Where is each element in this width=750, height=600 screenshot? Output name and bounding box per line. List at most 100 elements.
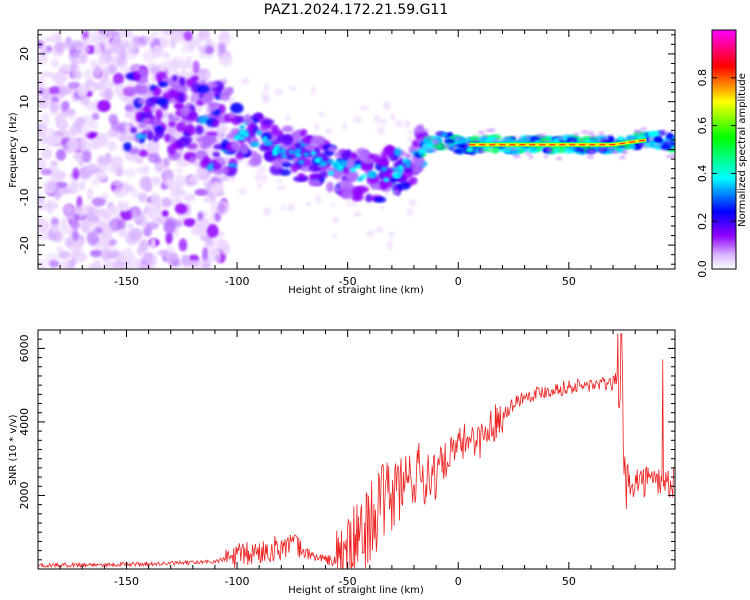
spectrogram-cell [118, 228, 129, 238]
spectrogram-y-ticks: -20 -10 0 10 20 [18, 34, 675, 265]
snr-y-ticks: 2000 4000 6000 [18, 329, 675, 570]
spectrogram-cell [276, 178, 283, 184]
spectrogram-cell [142, 49, 157, 63]
snr-x-tick-label: -150 [114, 575, 139, 588]
spectrogram-cell [183, 124, 196, 136]
spectrogram-cell [89, 59, 97, 69]
spectrogram-cell [298, 159, 305, 165]
spectrogram-cell [205, 81, 218, 89]
spectrogram-cell [382, 145, 397, 156]
spectrogram-cell [191, 75, 200, 82]
spectrogram-cell [91, 112, 100, 121]
spectrogram-cell [182, 193, 196, 202]
spectrogram-cell [239, 135, 246, 141]
spectrogram-cell [413, 156, 425, 167]
spectrogram-cell [144, 176, 153, 191]
spectrogram-cell [106, 165, 119, 173]
spectrogram-cell [62, 41, 75, 50]
spectrogram-cell [453, 144, 459, 149]
spectrogram-cell [253, 142, 260, 148]
spectrogram-cell [633, 129, 641, 134]
spectrogram-cell [188, 156, 196, 164]
spectrogram-cell [326, 181, 334, 193]
spectrogram-cell [178, 76, 186, 87]
spectrogram-cell [581, 130, 589, 135]
spectrogram-y-tick-label: 10 [18, 95, 31, 109]
colorbar-label: Normalized spectral amplitude [737, 73, 748, 227]
spectrogram-cell [180, 45, 194, 53]
spectrogram-cell [85, 142, 93, 152]
spectrogram-cell [230, 102, 244, 114]
spectrogram-cell [353, 115, 363, 124]
spectrogram-cell [163, 177, 175, 187]
spectrogram-cell [381, 171, 393, 180]
spectrogram-cell [230, 140, 240, 151]
spectrogram-cell [193, 220, 205, 233]
spectrogram-cell [433, 138, 439, 143]
spectrogram-cell [143, 34, 155, 44]
spectrogram-cell [203, 155, 210, 165]
colorbar: 0.0 0.2 0.4 0.6 0.8 Normalized spectral ampl… [696, 29, 748, 278]
spectrogram-cell [102, 265, 110, 269]
spectrogram-cell [146, 221, 159, 230]
spectrogram-cell [46, 182, 59, 191]
spectrogram-cell [512, 154, 521, 159]
spectrogram-cell [261, 173, 268, 184]
spectrogram-cell [351, 199, 358, 207]
spectrogram-cell [135, 133, 148, 140]
spectrogram-cell [327, 159, 334, 165]
spectrogram-cell [125, 232, 139, 246]
spectrogram-cell [445, 144, 451, 149]
spectrogram-cell [154, 47, 163, 56]
spectrogram-cell [162, 51, 170, 60]
spectrogram-cell [297, 173, 305, 179]
spectrogram-cell [66, 214, 75, 221]
spectrogram-cell [240, 77, 251, 85]
spectrogram-cell [202, 246, 209, 260]
spectrogram-cell [275, 148, 282, 154]
spectrogram-cell [393, 147, 402, 157]
spectrogram-cell [342, 121, 348, 132]
spectrogram-cell [133, 84, 148, 95]
spectrogram-cell [152, 86, 162, 97]
snr-y-tick-label: 4000 [18, 408, 31, 436]
spectrogram-cell [361, 157, 374, 165]
spectrogram-cell [423, 128, 430, 133]
spectrogram-cell [205, 45, 214, 54]
spectrogram-cell [44, 36, 56, 43]
spectrogram-cell [50, 58, 60, 68]
spectrogram-cell [310, 86, 317, 96]
spectrogram-cell [101, 41, 115, 48]
spectrogram-cell [108, 113, 118, 125]
spectrogram-cell [383, 100, 391, 111]
spectrogram-cell [404, 153, 412, 159]
spectrogram-cell [40, 168, 52, 176]
spectrogram-cell [408, 176, 418, 185]
spectrogram-cell [77, 84, 88, 98]
spectrogram-cell [46, 128, 56, 136]
spectrogram-cell [333, 169, 342, 180]
spectrogram-cell [123, 50, 138, 60]
spectrogram-cell [407, 129, 413, 135]
spectrogram-cell [270, 129, 283, 137]
spectrogram-cell [346, 201, 353, 207]
spectrogram-cell [221, 30, 229, 38]
spectrogram-cell [197, 84, 210, 94]
spectrogram-cell [249, 123, 257, 129]
spectrogram-cell [142, 251, 154, 265]
spectrogram-cell [430, 148, 438, 153]
colorbar-gradient [712, 30, 736, 269]
spectrogram-cell [40, 136, 54, 145]
spectrogram-cell [440, 132, 448, 138]
spectrogram-cell [597, 148, 605, 153]
spectrogram-cell [172, 219, 183, 228]
spectrogram-cell [70, 70, 83, 80]
spectrogram-cell [209, 102, 216, 113]
spectrogram-cell [384, 190, 390, 197]
snr-x-tick-label: 0 [455, 575, 462, 588]
spectrogram-cell [587, 149, 594, 154]
spectrogram-cell [195, 263, 203, 269]
spectrogram-cell [38, 54, 48, 65]
spectrogram-cell [94, 227, 103, 234]
